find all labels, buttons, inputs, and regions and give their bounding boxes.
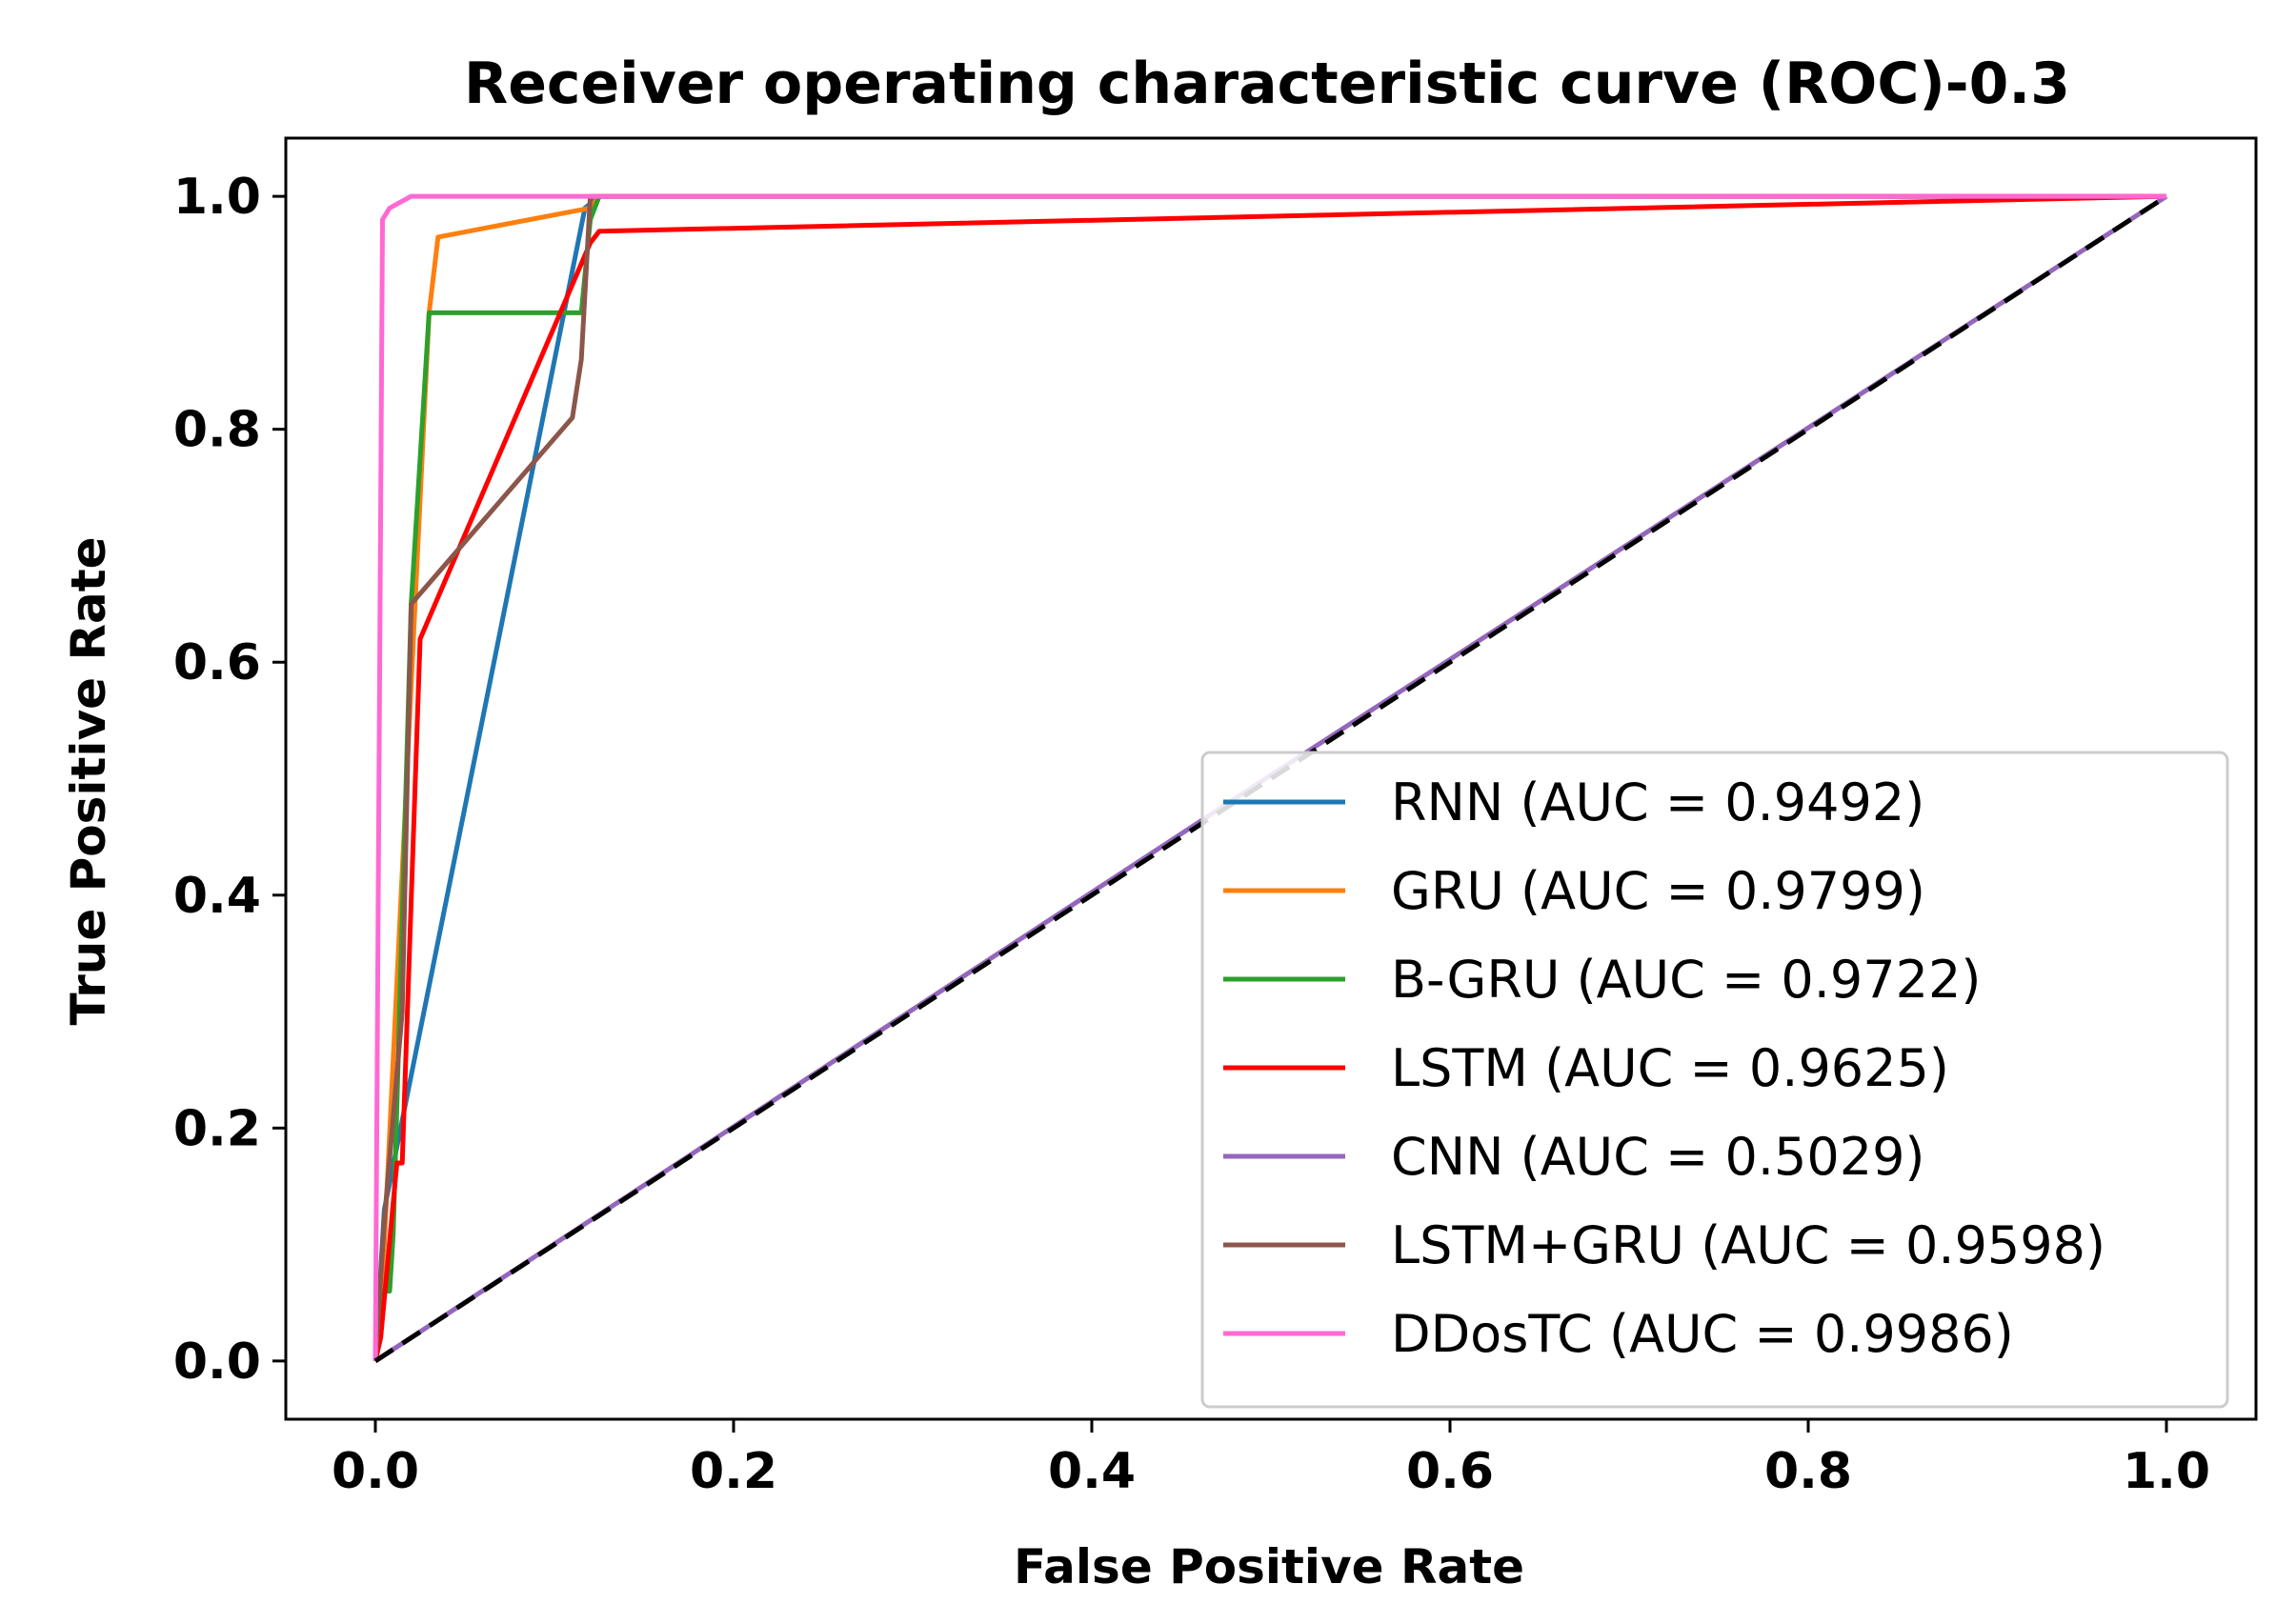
x-tick-label: 0.4 (1048, 1443, 1136, 1500)
legend-label: B-GRU (AUC = 0.9722) (1391, 950, 1981, 1010)
y-tick-label: 0.0 (173, 1333, 261, 1391)
legend-label: LSTM+GRU (AUC = 0.9598) (1391, 1215, 2105, 1275)
series-line-lstm-gru (373, 193, 2166, 1362)
y-tick-label: 0.6 (173, 634, 261, 692)
y-tick-label: 0.2 (173, 1100, 261, 1157)
x-tick-label: 1.0 (2123, 1443, 2210, 1500)
series-line-ddostc (373, 193, 2166, 1361)
y-tick-label: 0.4 (173, 868, 261, 925)
x-axis-label: False Positive Rate (1014, 1539, 1524, 1594)
axes-frame (284, 136, 2258, 1421)
y-axis: 0.0 0.2 0.4 0.6 0.8 1.0 (173, 169, 286, 1391)
series-line-lstm (373, 193, 2167, 1362)
x-axis: 0.0 0.2 0.4 0.6 0.8 1.0 (332, 1419, 2210, 1500)
legend-label: GRU (AUC = 0.9799) (1391, 861, 1925, 921)
legend-label: RNN (AUC = 0.9492) (1391, 772, 1924, 832)
y-axis-label: True Positive Rate (61, 536, 116, 1025)
y-tick-label: 0.8 (173, 402, 261, 459)
chart-title: Receiver operating characteristic curve … (464, 50, 2070, 117)
x-tick-label: 0.8 (1764, 1443, 1852, 1500)
x-tick-label: 0.6 (1406, 1443, 1494, 1500)
legend: RNN (AUC = 0.9492) GRU (AUC = 0.9799) B-GR… (1200, 751, 2229, 1409)
x-tick-label: 0.2 (690, 1443, 777, 1500)
legend-label: CNN (AUC = 0.5029) (1391, 1127, 1925, 1187)
y-tick-label: 1.0 (173, 169, 261, 226)
legend-label: LSTM (AUC = 0.9625) (1391, 1038, 1949, 1098)
legend-label: DDosTC (AUC = 0.9986) (1391, 1304, 2014, 1364)
legend-box (1200, 751, 2229, 1409)
x-tick-label: 0.0 (332, 1443, 419, 1500)
